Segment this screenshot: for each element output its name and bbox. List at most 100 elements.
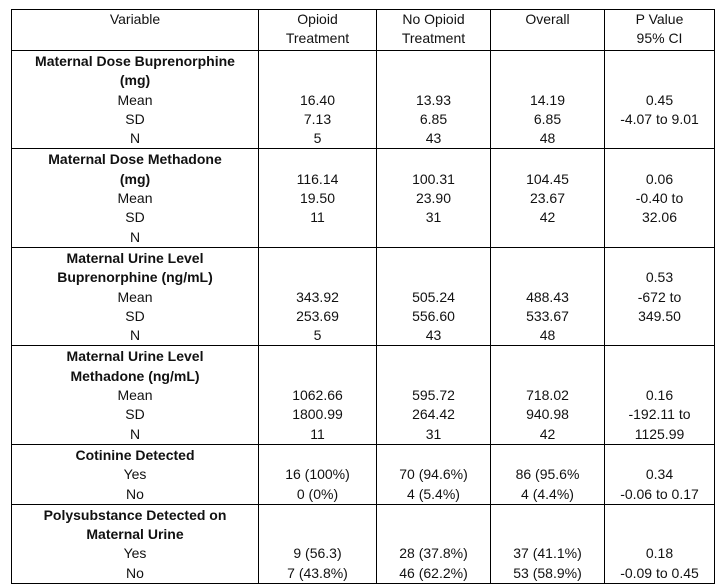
stat-value: 533.67 [526,307,569,324]
group-title: Methadone (ng/mL) [70,367,200,384]
stat-label: No [126,485,144,502]
stat-label: Mean [117,91,153,108]
stat-value [491,150,604,169]
stat-value [377,506,490,525]
stat-value: 16.40 [299,91,336,108]
stat-value [259,367,376,386]
stat-value [605,525,714,544]
stat-value [377,268,490,287]
stat-value: 42 [539,209,556,226]
stat-value [377,446,490,465]
group-title: Maternal Urine [86,526,184,543]
stat-value: 1800.99 [292,406,343,423]
stat-value: 5 [313,130,322,147]
variable-cell: Maternal Urine Level Buprenorphine (ng/mL… [11,246,259,347]
group-title: (mg) [119,72,151,89]
stat-value: 32.06 [641,209,678,226]
opioid-cell: 1062.66 1800.99 11 [258,345,377,445]
stat-value [491,506,604,525]
stat-value [259,150,376,169]
stat-value: 7.13 [303,110,332,127]
stat-value [491,71,604,90]
stat-label: Yes [123,466,147,483]
group-title: Cotinine Detected [75,446,195,463]
stat-value: -0.09 to 0.45 [620,564,699,581]
variable-cell: Maternal Urine Level Methadone (ng/mL) Mea… [11,345,259,445]
stat-value: 556.60 [412,307,455,324]
stat-value: 0 (0%) [296,485,339,502]
header-pvalue: P Value 95% CI [604,9,715,51]
stat-value [605,129,714,148]
opioid-cell: 9 (56.3) 7 (43.8%) [258,503,377,584]
stat-value: 28 (37.8%) [399,545,468,562]
stat-value: 31 [425,425,442,442]
stat-value [259,525,376,544]
stat-value: 100.31 [412,170,455,187]
stat-value: 940.98 [526,406,569,423]
stat-value: 0.06 [645,170,674,187]
opioid-cell: 16 (100%) 0 (0%) [258,443,377,505]
stat-label: N [129,327,141,344]
stat-label: Yes [123,545,147,562]
stat-value [259,249,376,268]
stat-value: 53 (58.9%) [513,564,582,581]
overall-cell: 86 (95.6% 4 (4.4%) [490,443,605,505]
stat-value: -0.40 to [635,190,684,207]
stat-value: 11 [310,209,325,226]
stat-value: 43 [425,130,442,147]
stat-value: 46 (62.2%) [399,564,468,581]
stat-value [605,446,714,465]
table-row: Maternal Dose Buprenorphine (mg) Mean SD N 1… [11,49,715,150]
header-no-opioid: No Opioid Treatment [376,9,491,51]
stat-value [491,228,604,247]
stat-value: 349.50 [638,307,681,324]
stat-value: 19.50 [299,190,336,207]
header-overall: Overall [490,9,605,51]
stat-value: 0.18 [645,545,674,562]
variable-cell: Polysubstance Detected on Maternal Urine Y… [11,503,259,584]
stat-value: 343.92 [296,288,339,305]
stat-value [605,228,714,247]
stat-value: 4 (5.4%) [407,485,460,502]
stat-value [491,268,604,287]
stat-value: 0.34 [645,466,674,483]
stat-value: 7 (43.8%) [287,564,348,581]
group-title: Buprenorphine (ng/mL) [57,269,213,286]
table-row: Polysubstance Detected on Maternal Urine Y… [11,503,715,584]
stat-value [491,525,604,544]
variable-cell: Cotinine Detected Yes No [11,443,259,505]
stat-value [605,150,714,169]
stat-label: Mean [117,288,153,305]
stat-value [491,446,604,465]
stat-value [491,367,604,386]
stat-value [377,71,490,90]
overall-cell: 718.02 940.98 42 [490,345,605,445]
stat-value [491,347,604,366]
stat-label: Mean [117,387,153,404]
stat-value: 116.14 [296,170,339,187]
stat-value: 42 [539,425,556,442]
stat-value [377,52,490,71]
stat-value: -192.11 to [628,406,691,423]
stat-label: SD [125,110,145,127]
stat-value: 70 (94.6%) [399,466,468,483]
pvalue-cell: 0.34 -0.06 to 0.17 [604,443,715,505]
stat-value: 37 (41.1%) [513,545,582,562]
stat-value: 6.85 [419,110,448,127]
stat-value: 264.42 [412,406,455,423]
stat-value: 13.93 [415,91,452,108]
stat-value [605,506,714,525]
stat-value [259,268,376,287]
stat-value [259,52,376,71]
no-opioid-cell: 505.24 556.60 43 [376,246,491,347]
no-opioid-cell: 70 (94.6%) 4 (5.4%) [376,443,491,505]
no-opioid-cell: 100.31 23.90 31 [376,148,491,248]
stat-value: -0.06 to 0.17 [620,485,699,502]
header-opioid: Opioid Treatment [258,9,377,51]
group-title: Maternal Dose Buprenorphine [35,53,235,69]
table-row: Cotinine Detected Yes No 16 (100%) 0 (0%) 7… [11,443,715,505]
stat-value: 14.19 [529,91,566,108]
stat-value: 9 (56.3) [293,545,342,562]
variable-cell: Maternal Dose Methadone (mg) Mean SD N [11,148,259,248]
stat-value [605,71,714,90]
